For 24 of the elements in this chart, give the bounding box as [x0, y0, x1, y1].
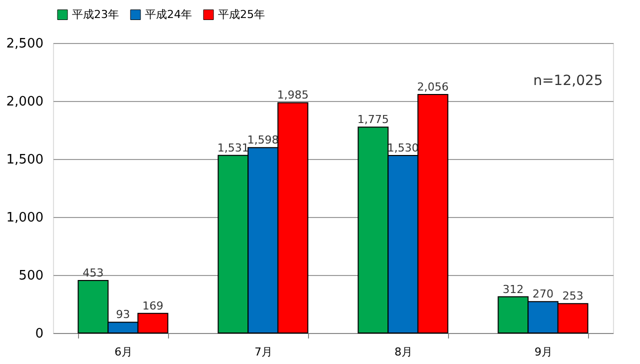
x-tick-label: 7月	[254, 346, 272, 358]
data-label: 312	[502, 282, 524, 296]
legend-label: 平成25年	[218, 8, 265, 21]
y-tick-label: 500	[18, 268, 44, 284]
y-tick-label: 1,000	[6, 210, 44, 226]
y-tick-label: 2,000	[6, 94, 44, 110]
data-label: 270	[532, 288, 554, 301]
data-label: 1,775	[357, 113, 389, 126]
data-label: 453	[82, 266, 104, 280]
data-label: 169	[142, 299, 164, 312]
data-label: 1,531	[217, 141, 249, 154]
x-tick-label: 9月	[534, 346, 552, 358]
y-tick-label: 0	[35, 326, 44, 342]
x-tick-label: 6月	[114, 346, 132, 358]
data-label: 1,985	[277, 88, 309, 102]
data-label: 2,056	[417, 80, 449, 94]
legend-label: 平成23年	[72, 8, 119, 21]
data-label: 93	[116, 308, 130, 322]
data-label: 253	[562, 290, 584, 303]
y-tick-label: 2,500	[6, 36, 44, 52]
legend-label: 平成24年	[145, 8, 192, 21]
x-tick-label: 8月	[394, 346, 412, 358]
annotation: n=12,025	[533, 73, 603, 89]
y-tick-label: 1,500	[6, 152, 44, 168]
